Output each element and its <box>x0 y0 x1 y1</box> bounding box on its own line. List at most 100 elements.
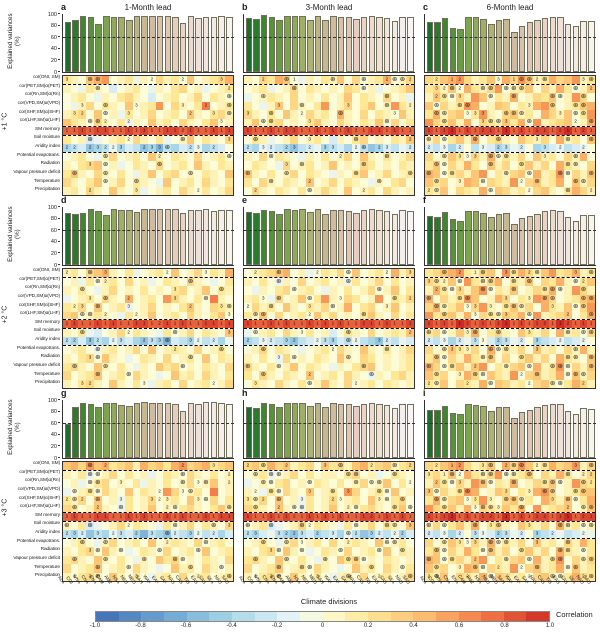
heat-cell <box>494 186 503 195</box>
heat-cell <box>548 547 557 556</box>
heat-cell <box>305 286 314 295</box>
heat-cell: 1 <box>455 513 464 521</box>
bar <box>426 215 434 265</box>
bar <box>480 406 487 458</box>
heat-cell <box>194 521 203 530</box>
heat-cell: 2 <box>63 269 71 277</box>
heat-cell <box>117 521 125 530</box>
significance-mark: ⊛ <box>426 362 432 370</box>
heat-cell <box>178 337 187 345</box>
heat-cell: ⊛ <box>494 538 503 547</box>
heat-cell <box>328 169 337 178</box>
heatmap-grid-row: ⊛ 3 ⊛ <box>63 286 233 295</box>
heat-cell: 1 <box>93 127 102 135</box>
heat-cell: ⊛ <box>509 110 518 119</box>
significance-mark: ⊛ <box>299 547 305 555</box>
heat-cell <box>479 555 487 564</box>
significance-mark: ⊛ <box>283 75 290 83</box>
heat-cell <box>432 144 441 152</box>
heat-cell <box>406 362 414 371</box>
heat-cell <box>194 110 203 119</box>
heat-cell <box>225 564 233 573</box>
heat-cell <box>109 303 118 312</box>
heat-cell <box>375 379 384 388</box>
heat-cell <box>540 572 549 581</box>
heat-cell: 2 <box>517 564 526 573</box>
significance-mark: ⊛ <box>102 161 109 169</box>
heatmap-grid-row: ⊛ ⊛ 2 2 3 <box>63 311 233 320</box>
rank-number: 3 <box>458 178 462 184</box>
heat-cell <box>259 362 268 371</box>
heat-cell <box>70 311 79 319</box>
heat-cell <box>432 152 441 161</box>
significance-mark: ⊛ <box>441 504 447 512</box>
significance-mark: ⊛ <box>376 178 382 186</box>
heat-cell: ⊛ <box>171 328 179 337</box>
rank-number: 3 <box>466 110 469 116</box>
heat-cell <box>225 178 233 187</box>
rank-number: 2 <box>308 522 311 528</box>
heat-cell <box>171 354 179 363</box>
heat-cell: ⊛ <box>502 169 510 178</box>
heat-cell <box>359 303 368 312</box>
heat-cell: 3 <box>282 337 291 345</box>
heat-cell <box>425 269 433 277</box>
heat-cell: 2 <box>525 186 534 195</box>
heat-cell <box>571 470 580 479</box>
heat-cell <box>70 521 79 530</box>
rank-number: 2 <box>142 337 146 343</box>
rank-number: 1 <box>589 513 593 519</box>
significance-mark: ⊛ <box>572 345 579 353</box>
heat-cell <box>155 84 164 93</box>
heat-cell <box>313 135 322 144</box>
rank-number: 1 <box>566 513 570 519</box>
heat-cell <box>78 479 87 488</box>
axis-gutter: +2 °C Explained variances (%) 0 20 40 60 80 1… <box>0 195 62 388</box>
heat-cell <box>359 101 368 110</box>
heat-cell: 3 <box>244 496 252 505</box>
heat-cell: ⊛ <box>486 379 495 388</box>
heat-cell <box>109 572 118 581</box>
heat-cell <box>390 328 399 337</box>
heat-cell: 2 <box>390 530 399 538</box>
heat-cell <box>571 311 580 319</box>
rank-number: 3 <box>150 337 154 343</box>
heat-cell: ⊛ <box>517 462 526 470</box>
heat-cell <box>455 303 464 312</box>
heatmap-grid-row: 2 ⊛ 1 ⊛ ⊛ 2 ⊛ ⊛ 2 <box>244 76 414 85</box>
heat-cell <box>298 555 306 564</box>
heat-cell <box>298 479 306 488</box>
rank-number: 1 <box>512 513 516 519</box>
heat-cell <box>494 555 503 564</box>
significance-mark: ⊛ <box>588 169 594 177</box>
significance-mark: ⊛ <box>557 479 563 487</box>
heat-cell <box>525 462 534 470</box>
heat-cell: ⊛ <box>502 496 510 505</box>
heat-cell <box>63 286 71 295</box>
heat-cell: ⊛ <box>509 479 518 488</box>
heat-cell <box>70 547 79 556</box>
panel-f: f ⊛ 2 1 ⊛ 3 ⊛ 2 ⊛ 3 ⊛ 3 ⊛ 2 ⊛ ⊛ ⊛ ⊛ ⊛ ⊛ 2 2 ⊛ ⊛ 3 ⊛ ⊛ ⊛ ⊛ ⊛ ⊛ ⊛ ⊛ ⊛ ⊛ 3 3 ⊛ ⊛ ⊛… <box>423 195 596 389</box>
heat-cell: 3 <box>86 337 94 345</box>
rank-number: 3 <box>528 329 531 335</box>
heat-cell <box>383 547 391 556</box>
heat-cell <box>509 152 518 161</box>
rank-number: 1 <box>473 127 477 133</box>
heat-cell <box>336 487 345 496</box>
significance-mark: ⊛ <box>276 294 282 302</box>
heat-cell <box>117 462 125 470</box>
rank-number: 3 <box>481 118 485 124</box>
heat-cell: ⊛ <box>390 294 399 303</box>
rank-number: 1 <box>254 127 257 133</box>
significance-mark: ⊛ <box>487 461 494 469</box>
heat-cell <box>540 101 549 110</box>
heat-cell <box>390 84 399 93</box>
heat-cell <box>375 110 384 119</box>
heat-cell <box>556 161 565 170</box>
significance-mark: ⊛ <box>511 303 517 311</box>
rank-number: 1 <box>316 127 319 133</box>
heat-cell <box>63 169 71 178</box>
heat-cell <box>282 84 291 93</box>
heat-cell <box>186 178 195 187</box>
